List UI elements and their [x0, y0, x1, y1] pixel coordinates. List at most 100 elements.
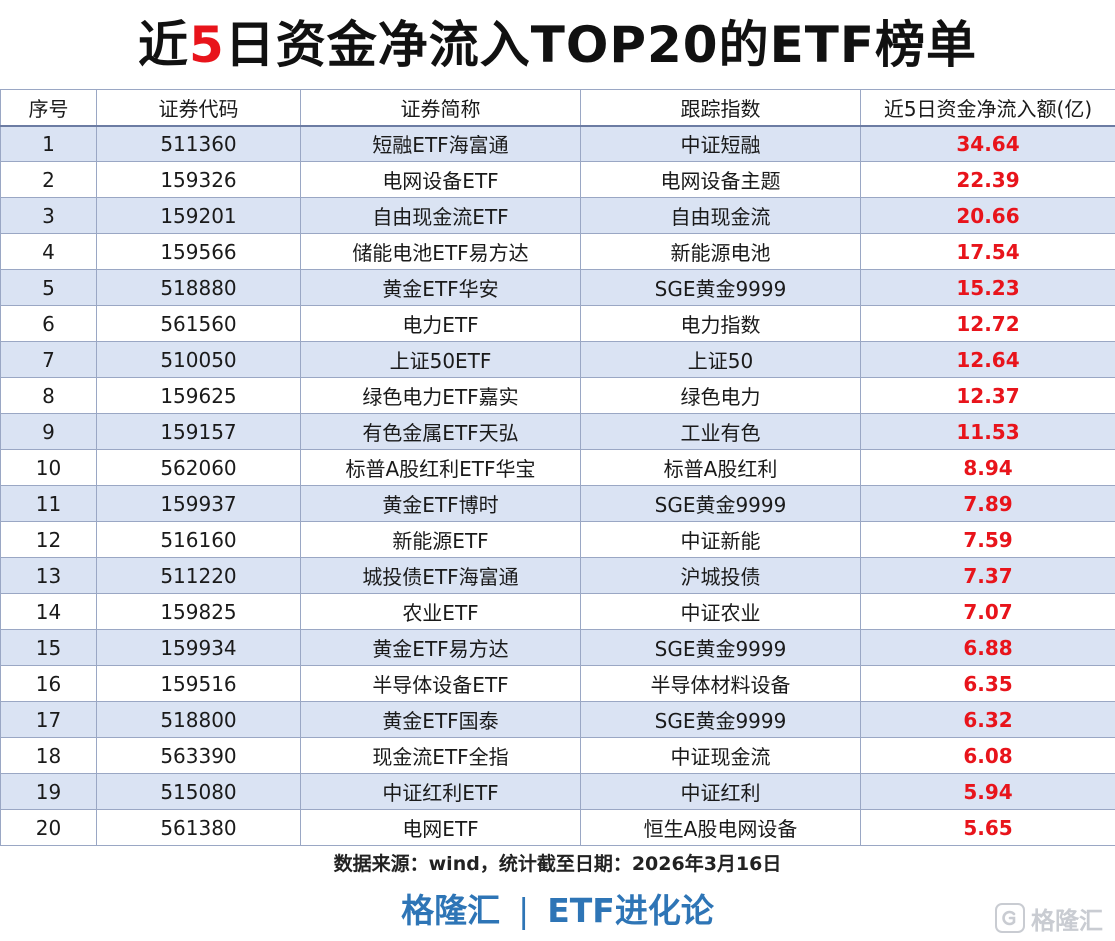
table-row: 2 159326 电网设备ETF 电网设备主题 22.39 — [0, 161, 1115, 198]
brand-footer: 格隆汇 | ETF进化论 — [0, 886, 1115, 936]
cell-rank: 3 — [0, 197, 97, 234]
table-row: 11 159937 黄金ETF博时 SGE黄金9999 7.89 — [0, 485, 1115, 522]
cell-code: 159625 — [96, 377, 301, 414]
cell-code: 159566 — [96, 233, 301, 270]
cell-rank: 17 — [0, 701, 97, 738]
cell-name: 有色金属ETF天弘 — [300, 413, 581, 450]
cell-rank: 9 — [0, 413, 97, 450]
cell-name: 黄金ETF易方达 — [300, 629, 581, 666]
title-accent-number: 5 — [188, 16, 225, 74]
title-prefix: 近 — [137, 16, 189, 74]
cell-name: 黄金ETF博时 — [300, 485, 581, 522]
page-title: 近5日资金净流入TOP20的ETF榜单 — [0, 6, 1115, 84]
cell-net-inflow: 7.37 — [860, 557, 1115, 594]
header-net-inflow: 近5日资金净流入额(亿) — [860, 89, 1115, 127]
cell-code: 159201 — [96, 197, 301, 234]
cell-code: 516160 — [96, 521, 301, 558]
cell-net-inflow: 12.64 — [860, 341, 1115, 378]
table-row: 7 510050 上证50ETF 上证50 12.64 — [0, 341, 1115, 378]
cell-code: 562060 — [96, 449, 301, 486]
cell-code: 159934 — [96, 629, 301, 666]
cell-name: 短融ETF海富通 — [300, 125, 581, 162]
cell-code: 515080 — [96, 773, 301, 810]
cell-name: 中证红利ETF — [300, 773, 581, 810]
cell-index: SGE黄金9999 — [580, 485, 861, 522]
cell-index: 电网设备主题 — [580, 161, 861, 198]
table-row: 4 159566 储能电池ETF易方达 新能源电池 17.54 — [0, 233, 1115, 270]
table-row: 1 511360 短融ETF海富通 中证短融 34.64 — [0, 125, 1115, 162]
cell-rank: 11 — [0, 485, 97, 522]
cell-index: SGE黄金9999 — [580, 629, 861, 666]
cell-code: 159157 — [96, 413, 301, 450]
cell-name: 半导体设备ETF — [300, 665, 581, 702]
table-row: 15 159934 黄金ETF易方达 SGE黄金9999 6.88 — [0, 629, 1115, 666]
cell-name: 储能电池ETF易方达 — [300, 233, 581, 270]
gelonghui-logo-icon — [995, 903, 1025, 933]
cell-net-inflow: 7.07 — [860, 593, 1115, 630]
cell-rank: 12 — [0, 521, 97, 558]
table-row: 3 159201 自由现金流ETF 自由现金流 20.66 — [0, 197, 1115, 234]
cell-net-inflow: 7.89 — [860, 485, 1115, 522]
cell-code: 511220 — [96, 557, 301, 594]
cell-index: 工业有色 — [580, 413, 861, 450]
header-rank: 序号 — [0, 89, 97, 127]
cell-name: 新能源ETF — [300, 521, 581, 558]
table-row: 16 159516 半导体设备ETF 半导体材料设备 6.35 — [0, 665, 1115, 702]
cell-name: 黄金ETF国泰 — [300, 701, 581, 738]
cell-index: 新能源电池 — [580, 233, 861, 270]
cell-net-inflow: 6.08 — [860, 737, 1115, 774]
table-body: 1 511360 短融ETF海富通 中证短融 34.64 2 159326 电网设备ETF 电网… — [0, 125, 1115, 846]
cell-net-inflow: 12.72 — [860, 305, 1115, 342]
cell-index: 沪城投债 — [580, 557, 861, 594]
cell-code: 510050 — [96, 341, 301, 378]
cell-code: 159937 — [96, 485, 301, 522]
cell-rank: 1 — [0, 125, 97, 162]
cell-net-inflow: 8.94 — [860, 449, 1115, 486]
cell-name: 电力ETF — [300, 305, 581, 342]
cell-index: 标普A股红利 — [580, 449, 861, 486]
cell-rank: 13 — [0, 557, 97, 594]
cell-name: 绿色电力ETF嘉实 — [300, 377, 581, 414]
cell-net-inflow: 6.32 — [860, 701, 1115, 738]
cell-code: 518880 — [96, 269, 301, 306]
header-code: 证券代码 — [96, 89, 301, 127]
table-row: 20 561380 电网ETF 恒生A股电网设备 5.65 — [0, 809, 1115, 846]
cell-net-inflow: 5.94 — [860, 773, 1115, 810]
cell-net-inflow: 11.53 — [860, 413, 1115, 450]
cell-rank: 15 — [0, 629, 97, 666]
cell-code: 518800 — [96, 701, 301, 738]
source-note: 数据来源：wind，统计截至日期：2026年3月16日 — [333, 853, 782, 875]
cell-rank: 5 — [0, 269, 97, 306]
cell-index: 中证短融 — [580, 125, 861, 162]
cell-name: 城投债ETF海富通 — [300, 557, 581, 594]
brand-column-name: ETF进化论 — [547, 891, 714, 930]
cell-rank: 4 — [0, 233, 97, 270]
cell-index: 中证红利 — [580, 773, 861, 810]
watermark: 格隆汇 — [995, 900, 1103, 936]
cell-code: 561560 — [96, 305, 301, 342]
cell-rank: 6 — [0, 305, 97, 342]
table-header-row: 序号 证券代码 证券简称 跟踪指数 近5日资金净流入额(亿) — [0, 89, 1115, 127]
cell-net-inflow: 15.23 — [860, 269, 1115, 306]
header-index: 跟踪指数 — [580, 89, 861, 127]
cell-name: 现金流ETF全指 — [300, 737, 581, 774]
cell-index: 中证现金流 — [580, 737, 861, 774]
cell-name: 标普A股红利ETF华宝 — [300, 449, 581, 486]
cell-code: 563390 — [96, 737, 301, 774]
cell-net-inflow: 22.39 — [860, 161, 1115, 198]
cell-index: 恒生A股电网设备 — [580, 809, 861, 846]
header-name: 证券简称 — [300, 89, 581, 127]
table-row: 19 515080 中证红利ETF 中证红利 5.94 — [0, 773, 1115, 810]
cell-name: 自由现金流ETF — [300, 197, 581, 234]
cell-code: 511360 — [96, 125, 301, 162]
cell-index: 上证50 — [580, 341, 861, 378]
cell-rank: 8 — [0, 377, 97, 414]
title-suffix: 日资金净流入TOP20的ETF榜单 — [224, 16, 978, 74]
cell-name: 电网ETF — [300, 809, 581, 846]
cell-index: 中证新能 — [580, 521, 861, 558]
brand-name: 格隆汇 — [401, 891, 501, 930]
cell-index: SGE黄金9999 — [580, 269, 861, 306]
table-row: 6 561560 电力ETF 电力指数 12.72 — [0, 305, 1115, 342]
cell-rank: 7 — [0, 341, 97, 378]
cell-code: 159825 — [96, 593, 301, 630]
